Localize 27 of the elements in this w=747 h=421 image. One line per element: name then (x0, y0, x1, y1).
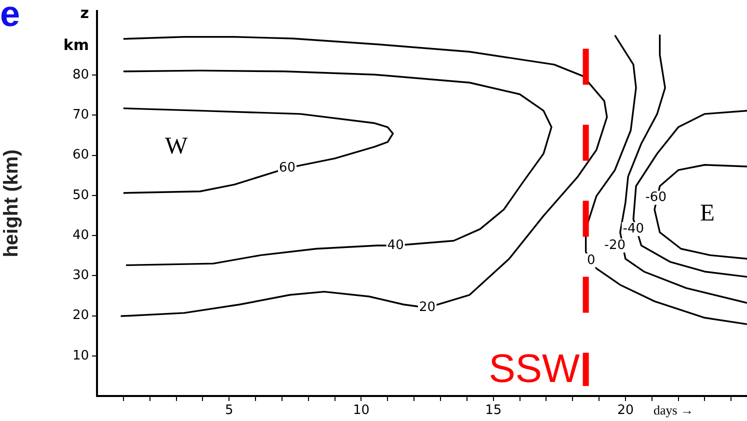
y-tick-label: 30 (72, 268, 89, 283)
y-tick-label: 60 (72, 148, 89, 163)
annotation: 60 (278, 160, 296, 176)
annotation: E (700, 200, 715, 227)
annotation: 0 (586, 252, 596, 268)
y-axis-title: height (km) (0, 150, 23, 258)
annotation: -40 (622, 221, 644, 236)
y-tick-label: 10 (72, 348, 89, 364)
y-tick-label: 20 (72, 308, 89, 324)
x-tick-label: 15 (485, 403, 502, 418)
annotation: W (164, 134, 188, 160)
x-tick-label: 10 (352, 403, 370, 418)
x-axis-title: days → (653, 402, 694, 418)
y-tick-label: 40 (72, 228, 89, 243)
text: z (80, 4, 90, 22)
annotation: -20 (604, 238, 626, 253)
x-tick-label: 20 (617, 403, 634, 418)
x-tick-label: 5 (224, 403, 234, 418)
annotation: -60 (645, 190, 666, 206)
y-tick-label: 50 (72, 188, 89, 203)
chart-title: e (0, 0, 20, 34)
text: km (63, 36, 89, 54)
annotation: 20 (419, 300, 436, 316)
ref-line-label: SSW (488, 347, 580, 391)
y-tick-label: 70 (72, 108, 89, 122)
y-tick-label: 80 (72, 67, 89, 82)
annotation: 40 (387, 238, 404, 253)
